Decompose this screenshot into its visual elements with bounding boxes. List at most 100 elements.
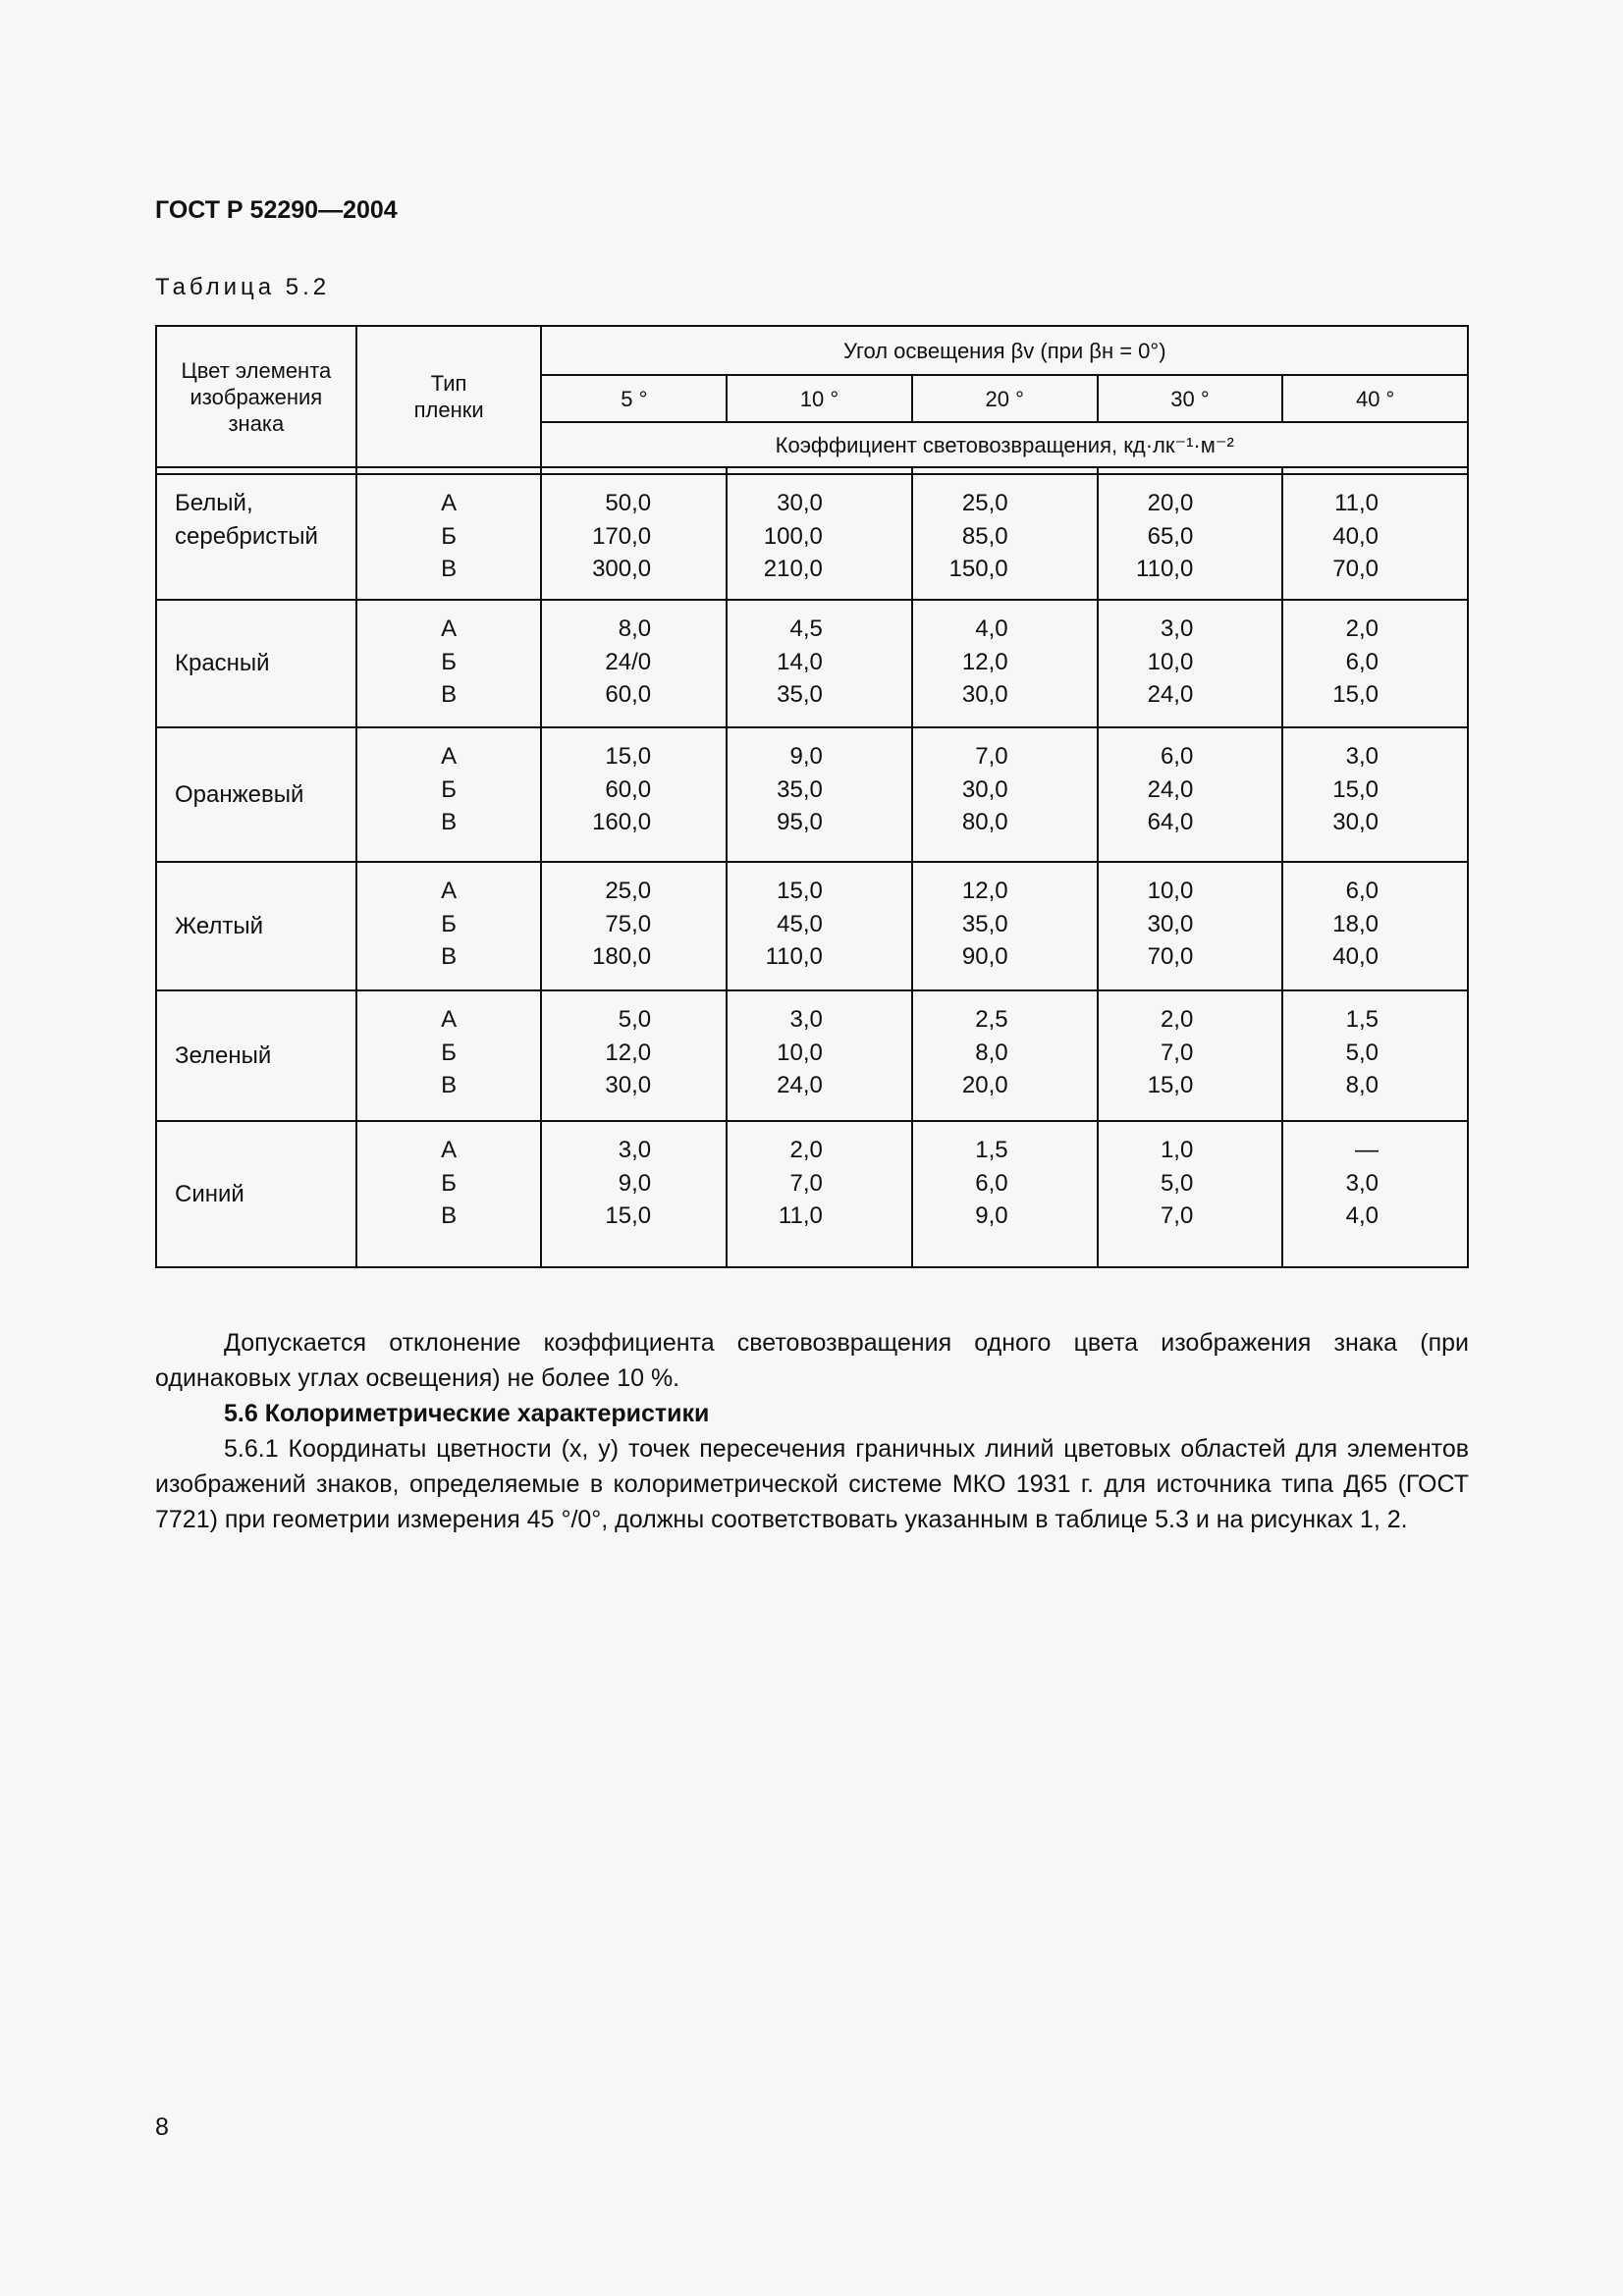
film-type: А	[441, 490, 458, 516]
value-cell: 8,0 24/0 60,0	[540, 599, 729, 728]
value-cell: 2,0 7,0 11,0	[726, 1120, 913, 1268]
header-angle-col: 10 °	[726, 374, 913, 423]
value: 30,0	[961, 681, 1008, 708]
value-cell: 3,0 10,0 24,0	[726, 989, 913, 1122]
color-name: Зеленый	[155, 989, 357, 1122]
value: 8,0	[1345, 1072, 1379, 1098]
table-row: Желтый А Б В 25,0 75,0 180,0 15,0 45,0 110,0 12,0 3…	[155, 861, 1469, 991]
film-type: А	[441, 1006, 458, 1033]
film-type: Б	[441, 522, 457, 550]
value: 18,0	[1332, 910, 1379, 937]
value: 6,0	[975, 1169, 1008, 1197]
value: 150,0	[948, 556, 1008, 582]
value: 7,0	[789, 1169, 823, 1197]
table-row: Красный А Б В 8,0 24/0 60,0 4,5 14,0 35,0 4,0 12,0 3…	[155, 599, 1469, 728]
value: 6,0	[1345, 878, 1379, 904]
value: 95,0	[777, 809, 823, 835]
value: 15,0	[1147, 1072, 1194, 1098]
retroreflection-table: Цвет элемента изображения знака Тип плен…	[155, 325, 1469, 1268]
section-heading: 5.6 Колориметрические характеристики	[224, 1400, 710, 1427]
value: 170,0	[592, 522, 652, 550]
film-type: В	[441, 556, 458, 582]
film-type: В	[441, 1072, 458, 1098]
value: 1,0	[1160, 1137, 1194, 1163]
film-type: Б	[441, 1039, 457, 1066]
film-type: Б	[441, 775, 457, 803]
value: 210,0	[763, 556, 823, 582]
color-name: Белый, серебристый	[155, 473, 357, 601]
paragraph-5-6-1: 5.6.1 Координаты цветности (x, y) точек …	[155, 1435, 1469, 1533]
value: 110,0	[1136, 556, 1194, 582]
value: 35,0	[961, 910, 1008, 937]
header-angle-col: 5 °	[540, 374, 729, 423]
value: 11,0	[778, 1202, 823, 1229]
value: 2,0	[789, 1137, 823, 1163]
film-type: А	[441, 615, 458, 642]
value: 15,0	[605, 743, 652, 770]
value-cell: 11,0 40,0 70,0	[1281, 473, 1469, 601]
value: 40,0	[1332, 522, 1379, 550]
value: 30,0	[605, 1072, 652, 1098]
color-name: Оранжевый	[155, 726, 357, 863]
value: 160,0	[592, 809, 652, 835]
value: 15,0	[777, 878, 823, 904]
value-cell: 3,0 9,0 15,0	[540, 1120, 729, 1268]
value: 25,0	[961, 490, 1008, 516]
value: 12,0	[961, 648, 1008, 675]
header-film-type: Тип пленки	[354, 325, 543, 468]
color-name: Красный	[155, 599, 357, 728]
value: 3,0	[789, 1006, 823, 1033]
value-cell: 9,0 35,0 95,0	[726, 726, 913, 863]
value-cell: 2,0 7,0 15,0	[1096, 989, 1284, 1122]
value: 3,0	[618, 1137, 652, 1163]
value: 64,0	[1147, 809, 1194, 835]
value: 7,0	[975, 743, 1008, 770]
value: 30,0	[961, 775, 1008, 803]
value-cell: 2,5 8,0 20,0	[910, 989, 1099, 1122]
value: 2,0	[1160, 1006, 1194, 1033]
value: 9,0	[618, 1169, 652, 1197]
value: 12,0	[605, 1039, 652, 1066]
value: 7,0	[1160, 1039, 1194, 1066]
value-cell: 4,5 14,0 35,0	[726, 599, 913, 728]
table-row: Оранжевый А Б В 15,0 60,0 160,0 9,0 35,0 95,0 7,0 3…	[155, 726, 1469, 863]
value: 4,0	[1345, 1202, 1379, 1229]
value: 3,0	[1160, 615, 1194, 642]
paragraph-deviation: Допускается отклонение коэффициента свет…	[155, 1329, 1469, 1392]
page-number: 8	[155, 2113, 169, 2141]
value: 35,0	[777, 681, 823, 708]
table-row: Белый, серебристый А Б В 50,0 170,0 300,0 30,0 1…	[155, 473, 1469, 601]
value-cell: — 3,0 4,0	[1281, 1120, 1469, 1268]
value: 6,0	[1160, 743, 1194, 770]
value: 14,0	[777, 648, 823, 675]
value-cell: 3,0 15,0 30,0	[1281, 726, 1469, 863]
value: 75,0	[605, 910, 652, 937]
value-cell: 7,0 30,0 80,0	[910, 726, 1099, 863]
value: 35,0	[777, 775, 823, 803]
value: 15,0	[1332, 681, 1379, 708]
value-cell: 2,0 6,0 15,0	[1281, 599, 1469, 728]
value: 20,0	[961, 1072, 1008, 1098]
header-angle-col: 20 °	[910, 374, 1099, 423]
value: 8,0	[618, 615, 652, 642]
value: 50,0	[605, 490, 652, 516]
film-type: А	[441, 1137, 458, 1163]
value: 7,0	[1160, 1202, 1194, 1229]
value: 70,0	[1332, 556, 1379, 582]
value-cell: 15,0 45,0 110,0	[726, 861, 913, 991]
value: 12,0	[961, 878, 1008, 904]
value-cell: 6,0 24,0 64,0	[1096, 726, 1284, 863]
value-cell: 25,0 85,0 150,0	[910, 473, 1099, 601]
value: 90,0	[961, 943, 1008, 970]
value-cell: 6,0 18,0 40,0	[1281, 861, 1469, 991]
value: 30,0	[1147, 910, 1194, 937]
value-cell: 50,0 170,0 300,0	[540, 473, 729, 601]
value: 5,0	[618, 1006, 652, 1033]
value: 80,0	[961, 809, 1008, 835]
value: 3,0	[1345, 1169, 1379, 1197]
value-cell: 10,0 30,0 70,0	[1096, 861, 1284, 991]
film-type: Б	[441, 1169, 457, 1197]
